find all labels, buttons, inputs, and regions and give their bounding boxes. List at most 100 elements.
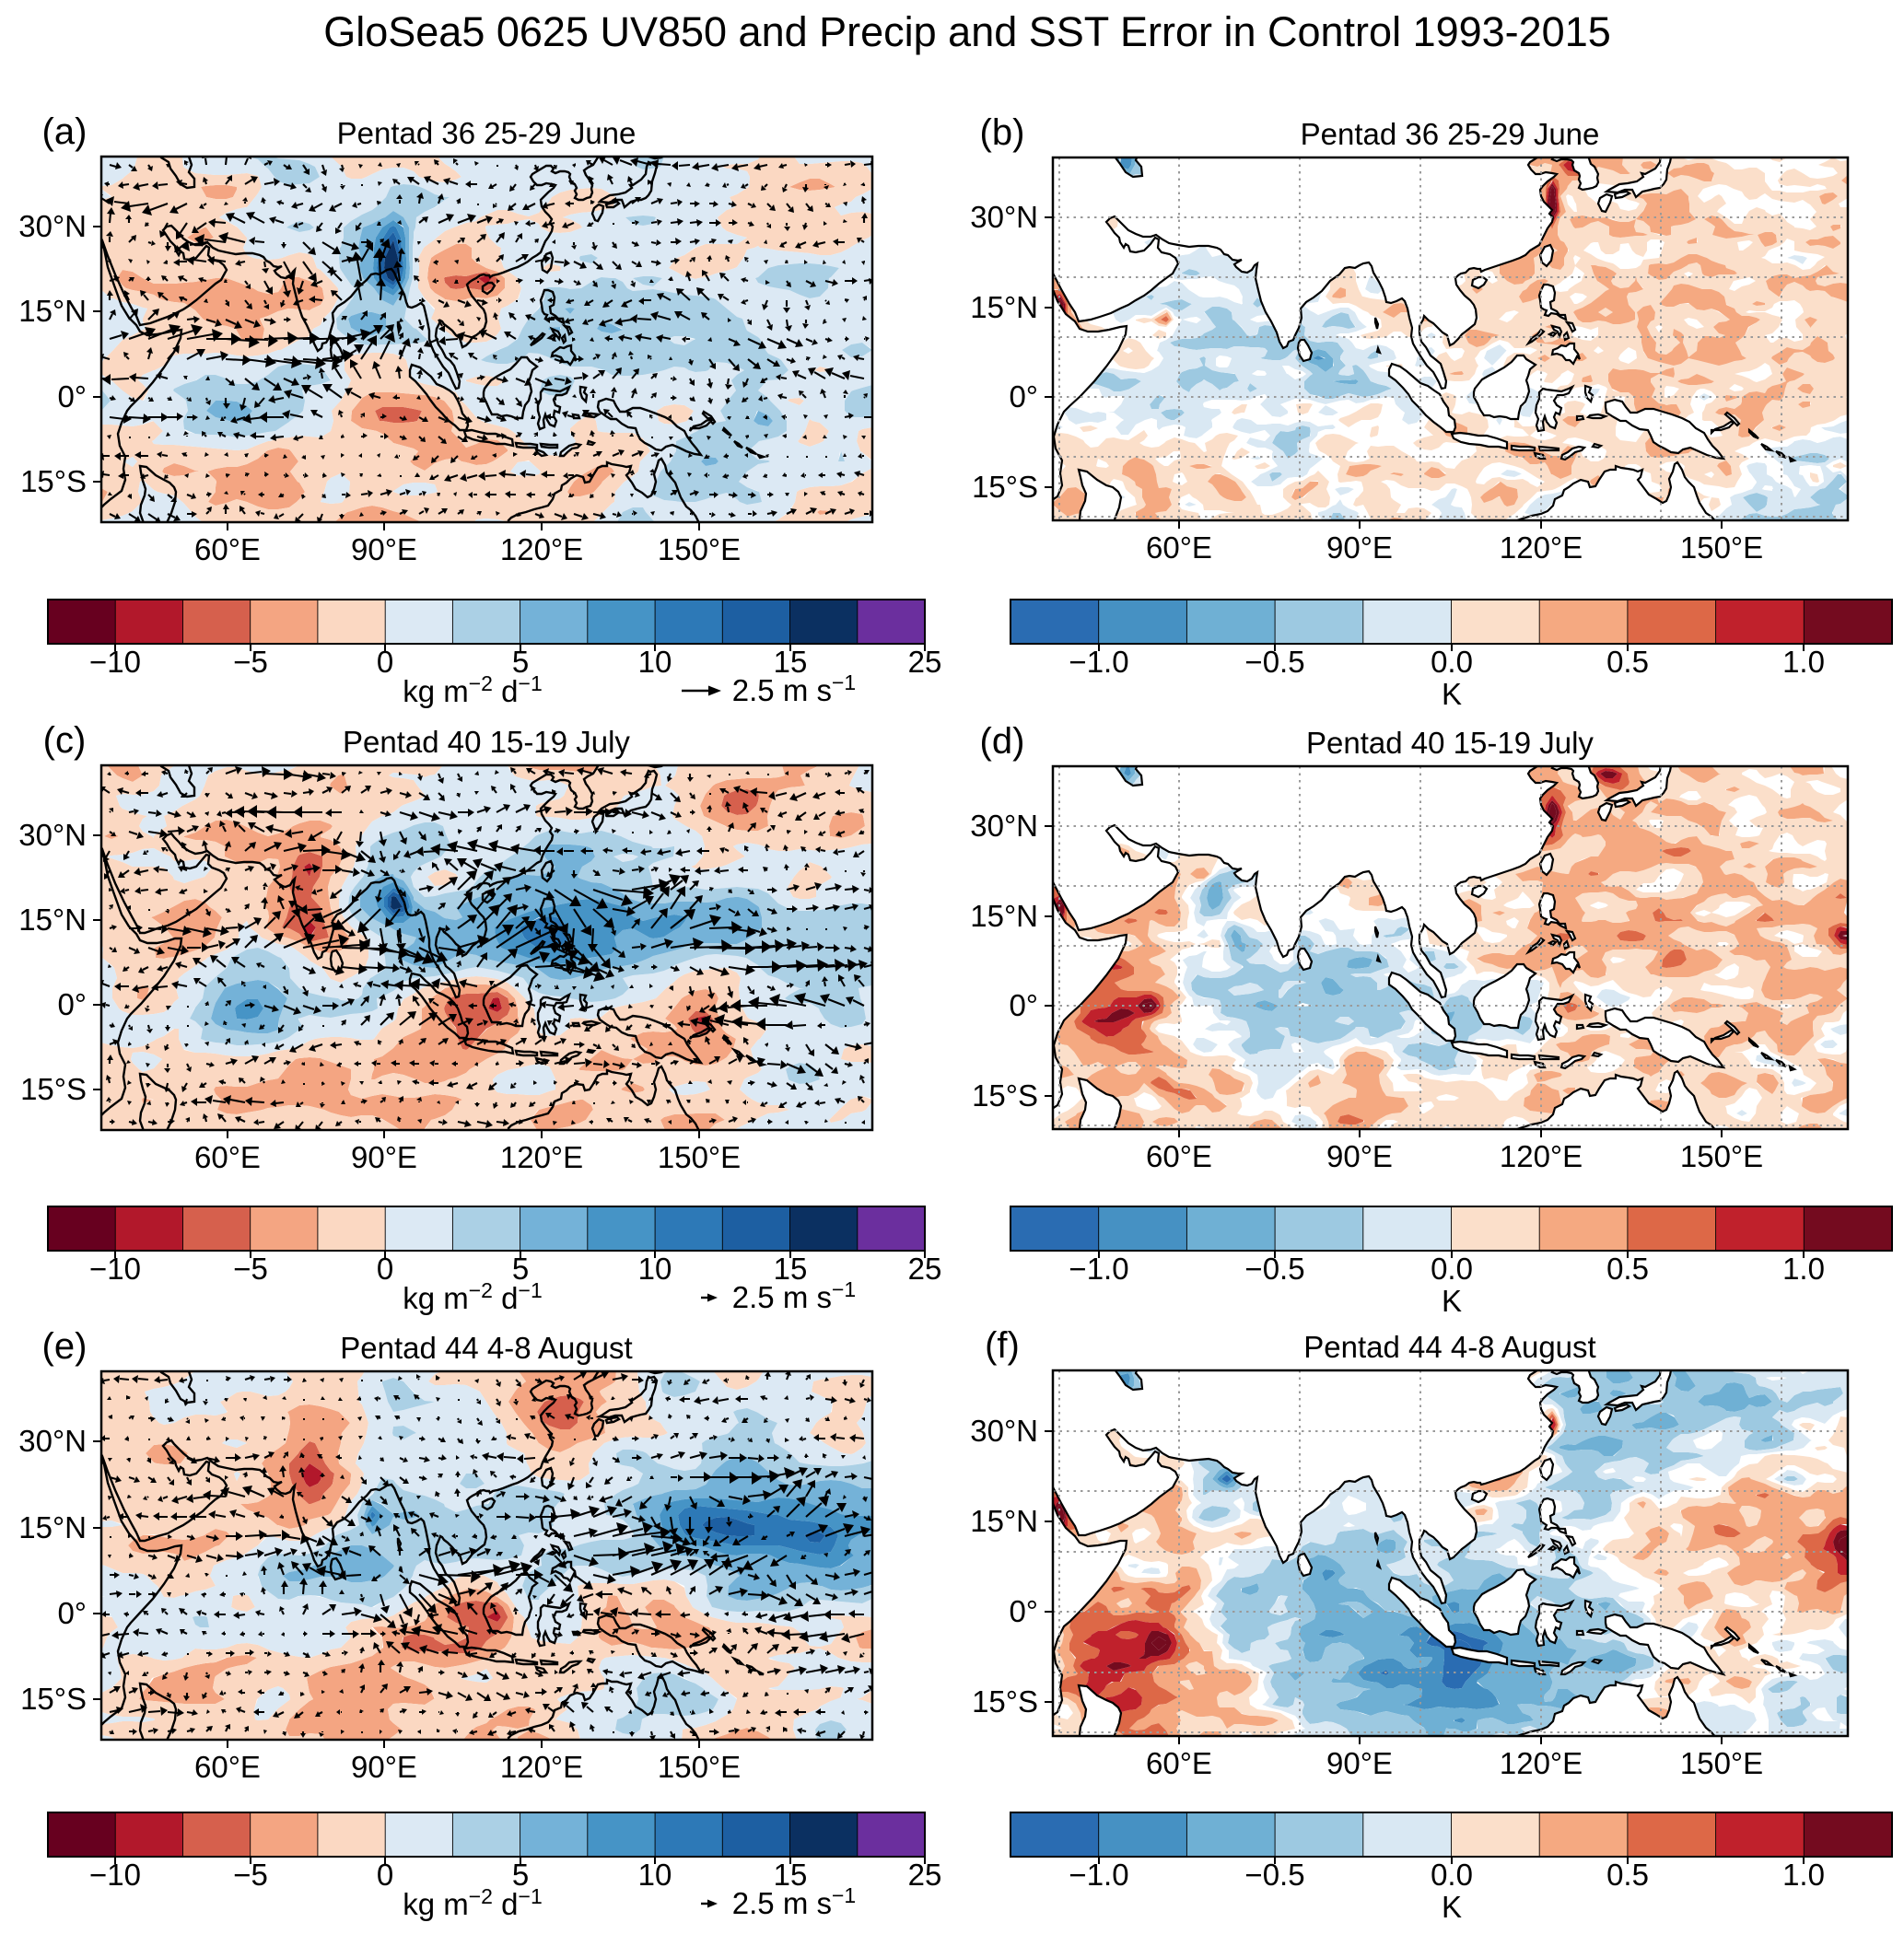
svg-text:90°E: 90°E bbox=[1326, 1139, 1393, 1173]
svg-text:−0.5: −0.5 bbox=[1244, 1858, 1304, 1892]
svg-text:K: K bbox=[1442, 1284, 1462, 1318]
svg-text:(b): (b) bbox=[980, 112, 1025, 153]
svg-text:5: 5 bbox=[512, 1858, 529, 1892]
svg-text:15°S: 15°S bbox=[20, 1682, 87, 1716]
svg-text:0.0: 0.0 bbox=[1431, 1252, 1473, 1286]
svg-text:Pentad 44 4-8 August: Pentad 44 4-8 August bbox=[1303, 1330, 1595, 1364]
svg-text:10: 10 bbox=[638, 1858, 672, 1892]
svg-text:150°E: 150°E bbox=[658, 1140, 741, 1174]
svg-text:120°E: 120°E bbox=[500, 1140, 583, 1174]
svg-text:−1.0: −1.0 bbox=[1069, 645, 1128, 679]
svg-text:90°E: 90°E bbox=[351, 532, 417, 566]
svg-text:150°E: 150°E bbox=[658, 1750, 741, 1784]
svg-text:K: K bbox=[1442, 1890, 1462, 1924]
svg-text:0°: 0° bbox=[57, 379, 87, 414]
svg-text:30°N: 30°N bbox=[18, 1424, 87, 1458]
svg-text:0°: 0° bbox=[1009, 988, 1038, 1022]
svg-text:120°E: 120°E bbox=[1500, 1746, 1583, 1780]
svg-text:(d): (d) bbox=[980, 721, 1025, 762]
svg-text:15°N: 15°N bbox=[18, 294, 87, 328]
svg-text:0.5: 0.5 bbox=[1606, 1252, 1649, 1286]
svg-text:120°E: 120°E bbox=[500, 1750, 583, 1784]
svg-text:−1.0: −1.0 bbox=[1069, 1858, 1128, 1892]
svg-text:−10: −10 bbox=[89, 1858, 141, 1892]
svg-text:0.5: 0.5 bbox=[1606, 645, 1649, 679]
svg-text:30°N: 30°N bbox=[970, 1414, 1038, 1448]
svg-text:−0.5: −0.5 bbox=[1244, 1252, 1304, 1286]
svg-text:K: K bbox=[1442, 677, 1462, 711]
svg-text:15°S: 15°S bbox=[972, 470, 1038, 504]
svg-text:−10: −10 bbox=[89, 1252, 141, 1286]
svg-text:15: 15 bbox=[774, 1252, 808, 1286]
svg-text:15°N: 15°N bbox=[970, 290, 1038, 324]
svg-text:15°N: 15°N bbox=[18, 1510, 87, 1544]
svg-text:0°: 0° bbox=[1009, 1594, 1038, 1628]
svg-text:10: 10 bbox=[638, 1252, 672, 1286]
svg-text:15°N: 15°N bbox=[970, 899, 1038, 933]
svg-text:(e): (e) bbox=[42, 1326, 88, 1367]
svg-text:60°E: 60°E bbox=[194, 532, 261, 566]
svg-text:0: 0 bbox=[377, 645, 393, 679]
svg-text:150°E: 150°E bbox=[658, 532, 741, 566]
svg-text:1.0: 1.0 bbox=[1782, 645, 1825, 679]
svg-text:Pentad 44 4-8 August: Pentad 44 4-8 August bbox=[340, 1331, 632, 1365]
svg-text:25: 25 bbox=[908, 1858, 942, 1892]
svg-text:90°E: 90°E bbox=[351, 1140, 417, 1174]
svg-text:60°E: 60°E bbox=[194, 1750, 261, 1784]
svg-text:−5: −5 bbox=[233, 645, 268, 679]
svg-text:GloSea5 0625 UV850 and Precip: GloSea5 0625 UV850 and Precip and SST Er… bbox=[323, 8, 1611, 55]
svg-text:1.0: 1.0 bbox=[1782, 1858, 1825, 1892]
svg-text:(f): (f) bbox=[985, 1325, 1020, 1366]
svg-text:0.0: 0.0 bbox=[1431, 645, 1473, 679]
svg-text:90°E: 90°E bbox=[1326, 530, 1393, 565]
svg-text:0.5: 0.5 bbox=[1606, 1858, 1649, 1892]
svg-text:15: 15 bbox=[774, 1858, 808, 1892]
svg-text:120°E: 120°E bbox=[1500, 530, 1583, 565]
svg-text:60°E: 60°E bbox=[1146, 530, 1212, 565]
svg-text:150°E: 150°E bbox=[1680, 530, 1763, 565]
svg-text:(c): (c) bbox=[43, 720, 87, 761]
svg-text:5: 5 bbox=[512, 645, 529, 679]
svg-text:25: 25 bbox=[908, 1252, 942, 1286]
svg-text:120°E: 120°E bbox=[1500, 1139, 1583, 1173]
svg-text:120°E: 120°E bbox=[500, 532, 583, 566]
svg-text:60°E: 60°E bbox=[1146, 1139, 1212, 1173]
svg-text:Pentad 40 15-19 July: Pentad 40 15-19 July bbox=[343, 725, 630, 759]
svg-text:0: 0 bbox=[377, 1252, 393, 1286]
svg-text:15°S: 15°S bbox=[972, 1078, 1038, 1113]
svg-text:−1.0: −1.0 bbox=[1069, 1252, 1128, 1286]
svg-text:−10: −10 bbox=[89, 645, 141, 679]
svg-text:150°E: 150°E bbox=[1680, 1139, 1763, 1173]
svg-text:15: 15 bbox=[774, 645, 808, 679]
svg-text:15°S: 15°S bbox=[972, 1684, 1038, 1719]
svg-text:15°N: 15°N bbox=[18, 903, 87, 937]
svg-text:−0.5: −0.5 bbox=[1244, 645, 1304, 679]
svg-text:30°N: 30°N bbox=[970, 809, 1038, 843]
svg-text:90°E: 90°E bbox=[1326, 1746, 1393, 1780]
svg-text:Pentad 36 25-29 June: Pentad 36 25-29 June bbox=[337, 116, 637, 150]
svg-text:150°E: 150°E bbox=[1680, 1746, 1763, 1780]
svg-text:5: 5 bbox=[512, 1252, 529, 1286]
svg-text:15°S: 15°S bbox=[20, 1072, 87, 1106]
svg-text:kg m−2 d−1: kg m−2 d−1 bbox=[403, 1278, 543, 1315]
svg-text:Pentad 36 25-29 June: Pentad 36 25-29 June bbox=[1301, 117, 1600, 151]
svg-text:60°E: 60°E bbox=[1146, 1746, 1212, 1780]
svg-text:15°N: 15°N bbox=[970, 1504, 1038, 1538]
svg-text:0°: 0° bbox=[57, 987, 87, 1021]
svg-text:0.0: 0.0 bbox=[1431, 1858, 1473, 1892]
svg-text:(a): (a) bbox=[42, 111, 88, 152]
svg-text:0°: 0° bbox=[57, 1596, 87, 1630]
svg-text:60°E: 60°E bbox=[194, 1140, 261, 1174]
svg-text:10: 10 bbox=[638, 645, 672, 679]
svg-text:−5: −5 bbox=[233, 1858, 268, 1892]
svg-text:90°E: 90°E bbox=[351, 1750, 417, 1784]
svg-text:0°: 0° bbox=[1009, 379, 1038, 414]
svg-text:Pentad 40 15-19 July: Pentad 40 15-19 July bbox=[1306, 726, 1594, 760]
svg-text:0: 0 bbox=[377, 1858, 393, 1892]
svg-text:1.0: 1.0 bbox=[1782, 1252, 1825, 1286]
svg-text:30°N: 30°N bbox=[970, 200, 1038, 234]
svg-text:30°N: 30°N bbox=[18, 209, 87, 243]
svg-text:15°S: 15°S bbox=[20, 464, 87, 498]
svg-text:30°N: 30°N bbox=[18, 818, 87, 852]
svg-text:−5: −5 bbox=[233, 1252, 268, 1286]
